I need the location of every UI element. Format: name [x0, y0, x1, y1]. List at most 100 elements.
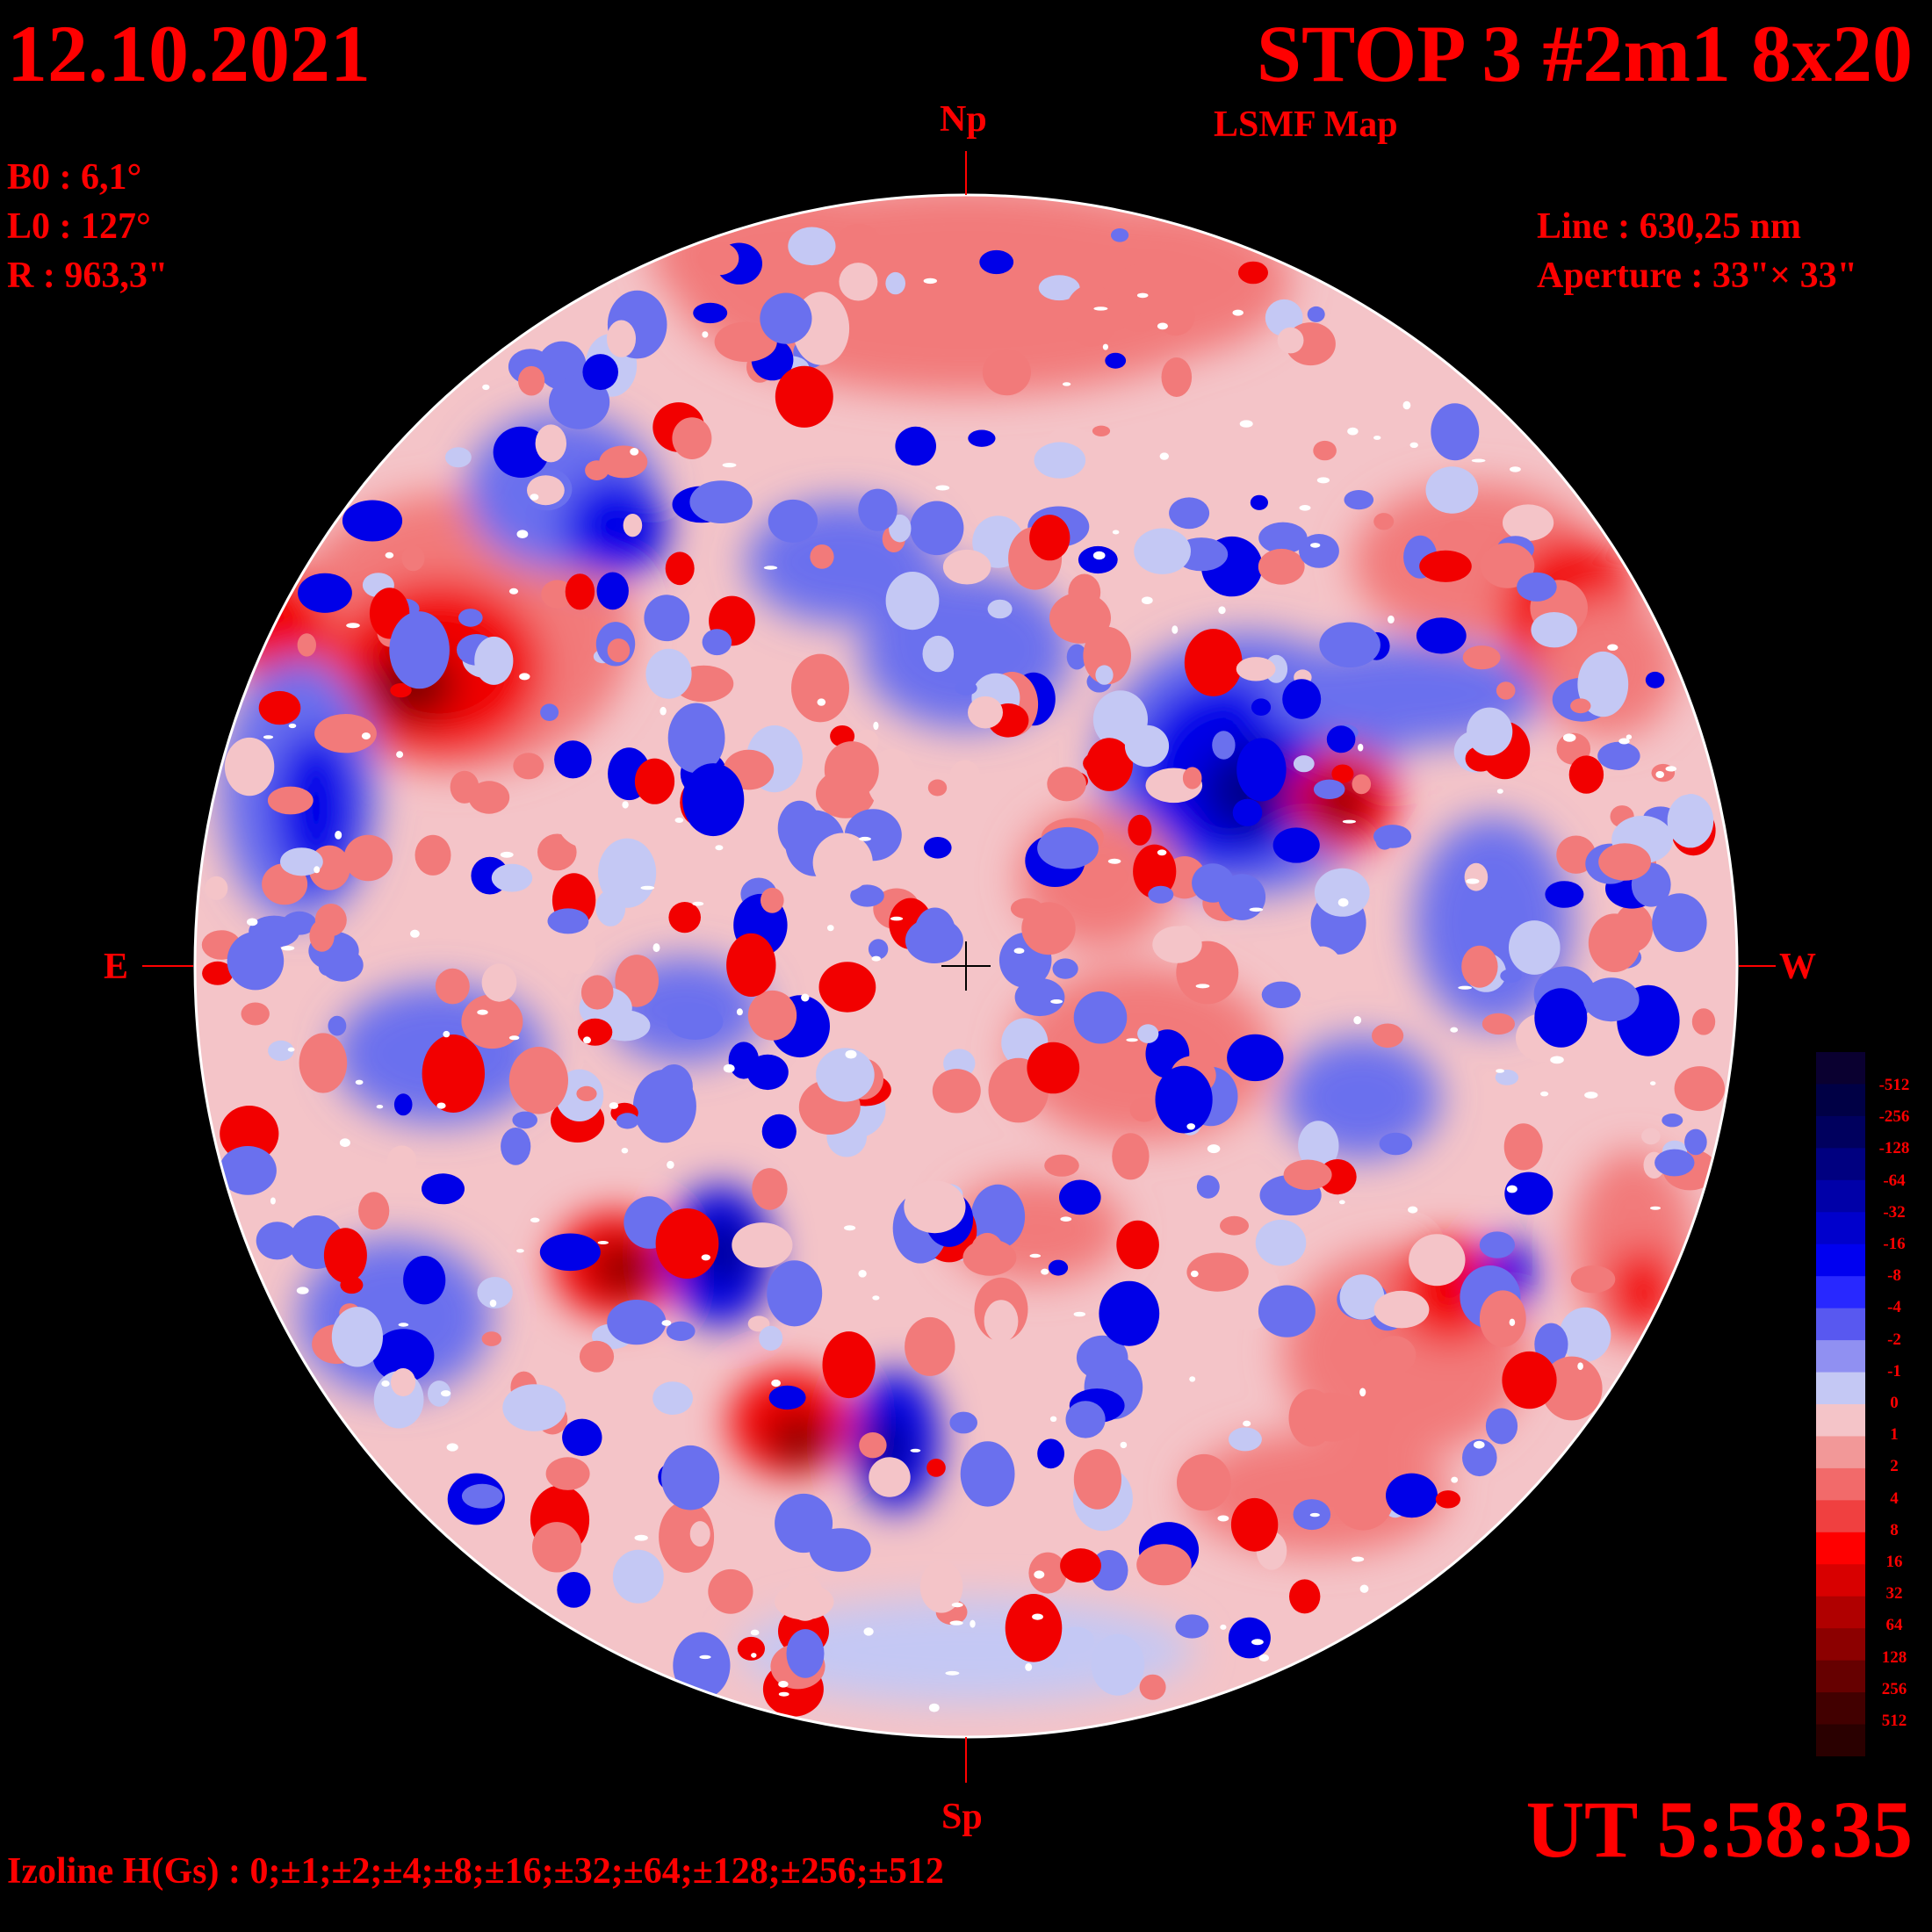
isoline-fleck	[1157, 322, 1168, 330]
field-speck	[818, 962, 876, 1013]
field-speck	[1464, 862, 1489, 891]
isoline-fleck	[482, 384, 490, 391]
isoline-fleck	[751, 1653, 757, 1658]
isoline-fleck	[583, 1036, 591, 1044]
isoline-fleck	[1353, 1016, 1362, 1025]
field-speck	[949, 1411, 977, 1434]
field-region	[562, 474, 667, 580]
field-speck	[1416, 617, 1467, 654]
isoline-fleck	[1141, 596, 1153, 604]
field-speck	[728, 1042, 760, 1079]
isoline-fleck	[701, 1254, 710, 1261]
isoline-fleck	[1577, 1362, 1583, 1370]
field-speck	[472, 1423, 516, 1459]
field-speck	[256, 1222, 299, 1260]
isoline-fleck	[859, 836, 871, 841]
isoline-fleck	[1062, 382, 1071, 386]
color-scale-label: -1	[1887, 1361, 1901, 1381]
isoline-fleck	[1034, 1570, 1045, 1579]
isoline-fleck	[1451, 1476, 1459, 1483]
isoline-fleck	[1338, 1200, 1345, 1205]
field-speck	[775, 1583, 834, 1620]
field-speck	[401, 545, 425, 572]
field-speck	[1066, 644, 1087, 670]
field-speck	[1314, 868, 1370, 917]
isoline-fleck	[621, 1148, 629, 1154]
isoline-fleck	[1171, 625, 1179, 634]
isoline-fleck	[263, 735, 274, 739]
isoline-fleck	[441, 1390, 451, 1397]
field-speck	[667, 1003, 724, 1040]
universal-time: UT 5:58:35	[1525, 1784, 1913, 1874]
isoline-fleck	[910, 1448, 921, 1453]
field-speck	[1462, 1438, 1497, 1477]
field-speck	[761, 1114, 797, 1149]
field-speck	[541, 580, 574, 609]
isoline-fleck	[1550, 1056, 1564, 1064]
isoline-fleck	[508, 588, 519, 595]
isoline-fleck	[376, 1105, 384, 1109]
isoline-fleck	[281, 946, 295, 951]
field-speck	[697, 242, 739, 276]
field-speck	[689, 1521, 710, 1547]
isoline-fleck	[1050, 999, 1063, 1004]
field-speck	[1577, 651, 1629, 717]
color-scale-swatch	[1816, 1212, 1865, 1245]
isoline-fleck	[1359, 1584, 1369, 1593]
spectral-line-value: Line : 630,25 nm	[1537, 206, 1802, 247]
field-speck	[1373, 1336, 1417, 1374]
field-speck	[1674, 1066, 1726, 1112]
field-speck	[607, 638, 631, 663]
field-speck	[1386, 1473, 1438, 1518]
isoline-fleck	[1060, 1216, 1072, 1222]
field-speck	[342, 500, 403, 542]
field-speck	[1056, 1626, 1094, 1654]
field-speck	[1298, 1121, 1339, 1171]
field-speck	[328, 1015, 347, 1036]
field-speck	[1096, 296, 1141, 325]
field-speck	[747, 990, 797, 1041]
color-scale-label: 256	[1881, 1679, 1907, 1698]
field-speck	[1480, 543, 1535, 588]
isoline-fleck	[1013, 948, 1025, 954]
color-scale-swatch	[1816, 1532, 1865, 1565]
isoline-fleck	[1120, 1441, 1128, 1449]
isoline-fleck	[845, 1049, 857, 1059]
field-speck	[435, 968, 470, 1005]
field-speck	[501, 1128, 531, 1165]
isoline-fleck	[1041, 1268, 1049, 1275]
field-speck	[1261, 981, 1301, 1009]
isoline-fleck	[890, 916, 904, 921]
isoline-fleck	[872, 1295, 880, 1301]
field-speck	[616, 1113, 639, 1129]
field-speck	[816, 1048, 875, 1102]
isoline-fleck	[873, 721, 879, 731]
field-speck	[1559, 1307, 1611, 1362]
field-speck	[1038, 275, 1080, 301]
field-region	[738, 1598, 1194, 1704]
field-speck	[217, 1005, 244, 1038]
field-speck	[539, 1233, 601, 1272]
field-speck	[1662, 1114, 1683, 1128]
field-speck	[1652, 893, 1707, 953]
field-speck	[665, 551, 695, 586]
isoline-fleck	[247, 918, 258, 926]
isoline-fleck	[652, 943, 660, 953]
west-label: W	[1779, 947, 1816, 987]
field-speck	[682, 763, 745, 837]
field-speck	[1044, 1154, 1079, 1177]
color-scale-label: 2	[1890, 1457, 1899, 1476]
field-speck	[1182, 767, 1202, 789]
field-speck	[450, 770, 479, 804]
isoline-fleck	[1218, 606, 1226, 615]
field-speck	[1124, 481, 1171, 521]
isoline-fleck	[314, 866, 321, 874]
isoline-fleck	[1136, 292, 1149, 299]
isoline-fleck	[1388, 615, 1395, 624]
isoline-fleck	[516, 1249, 524, 1253]
field-speck	[824, 741, 879, 799]
isoline-fleck	[1402, 400, 1411, 410]
field-speck	[1125, 426, 1167, 457]
field-speck	[659, 1501, 715, 1573]
field-speck	[219, 1146, 277, 1195]
